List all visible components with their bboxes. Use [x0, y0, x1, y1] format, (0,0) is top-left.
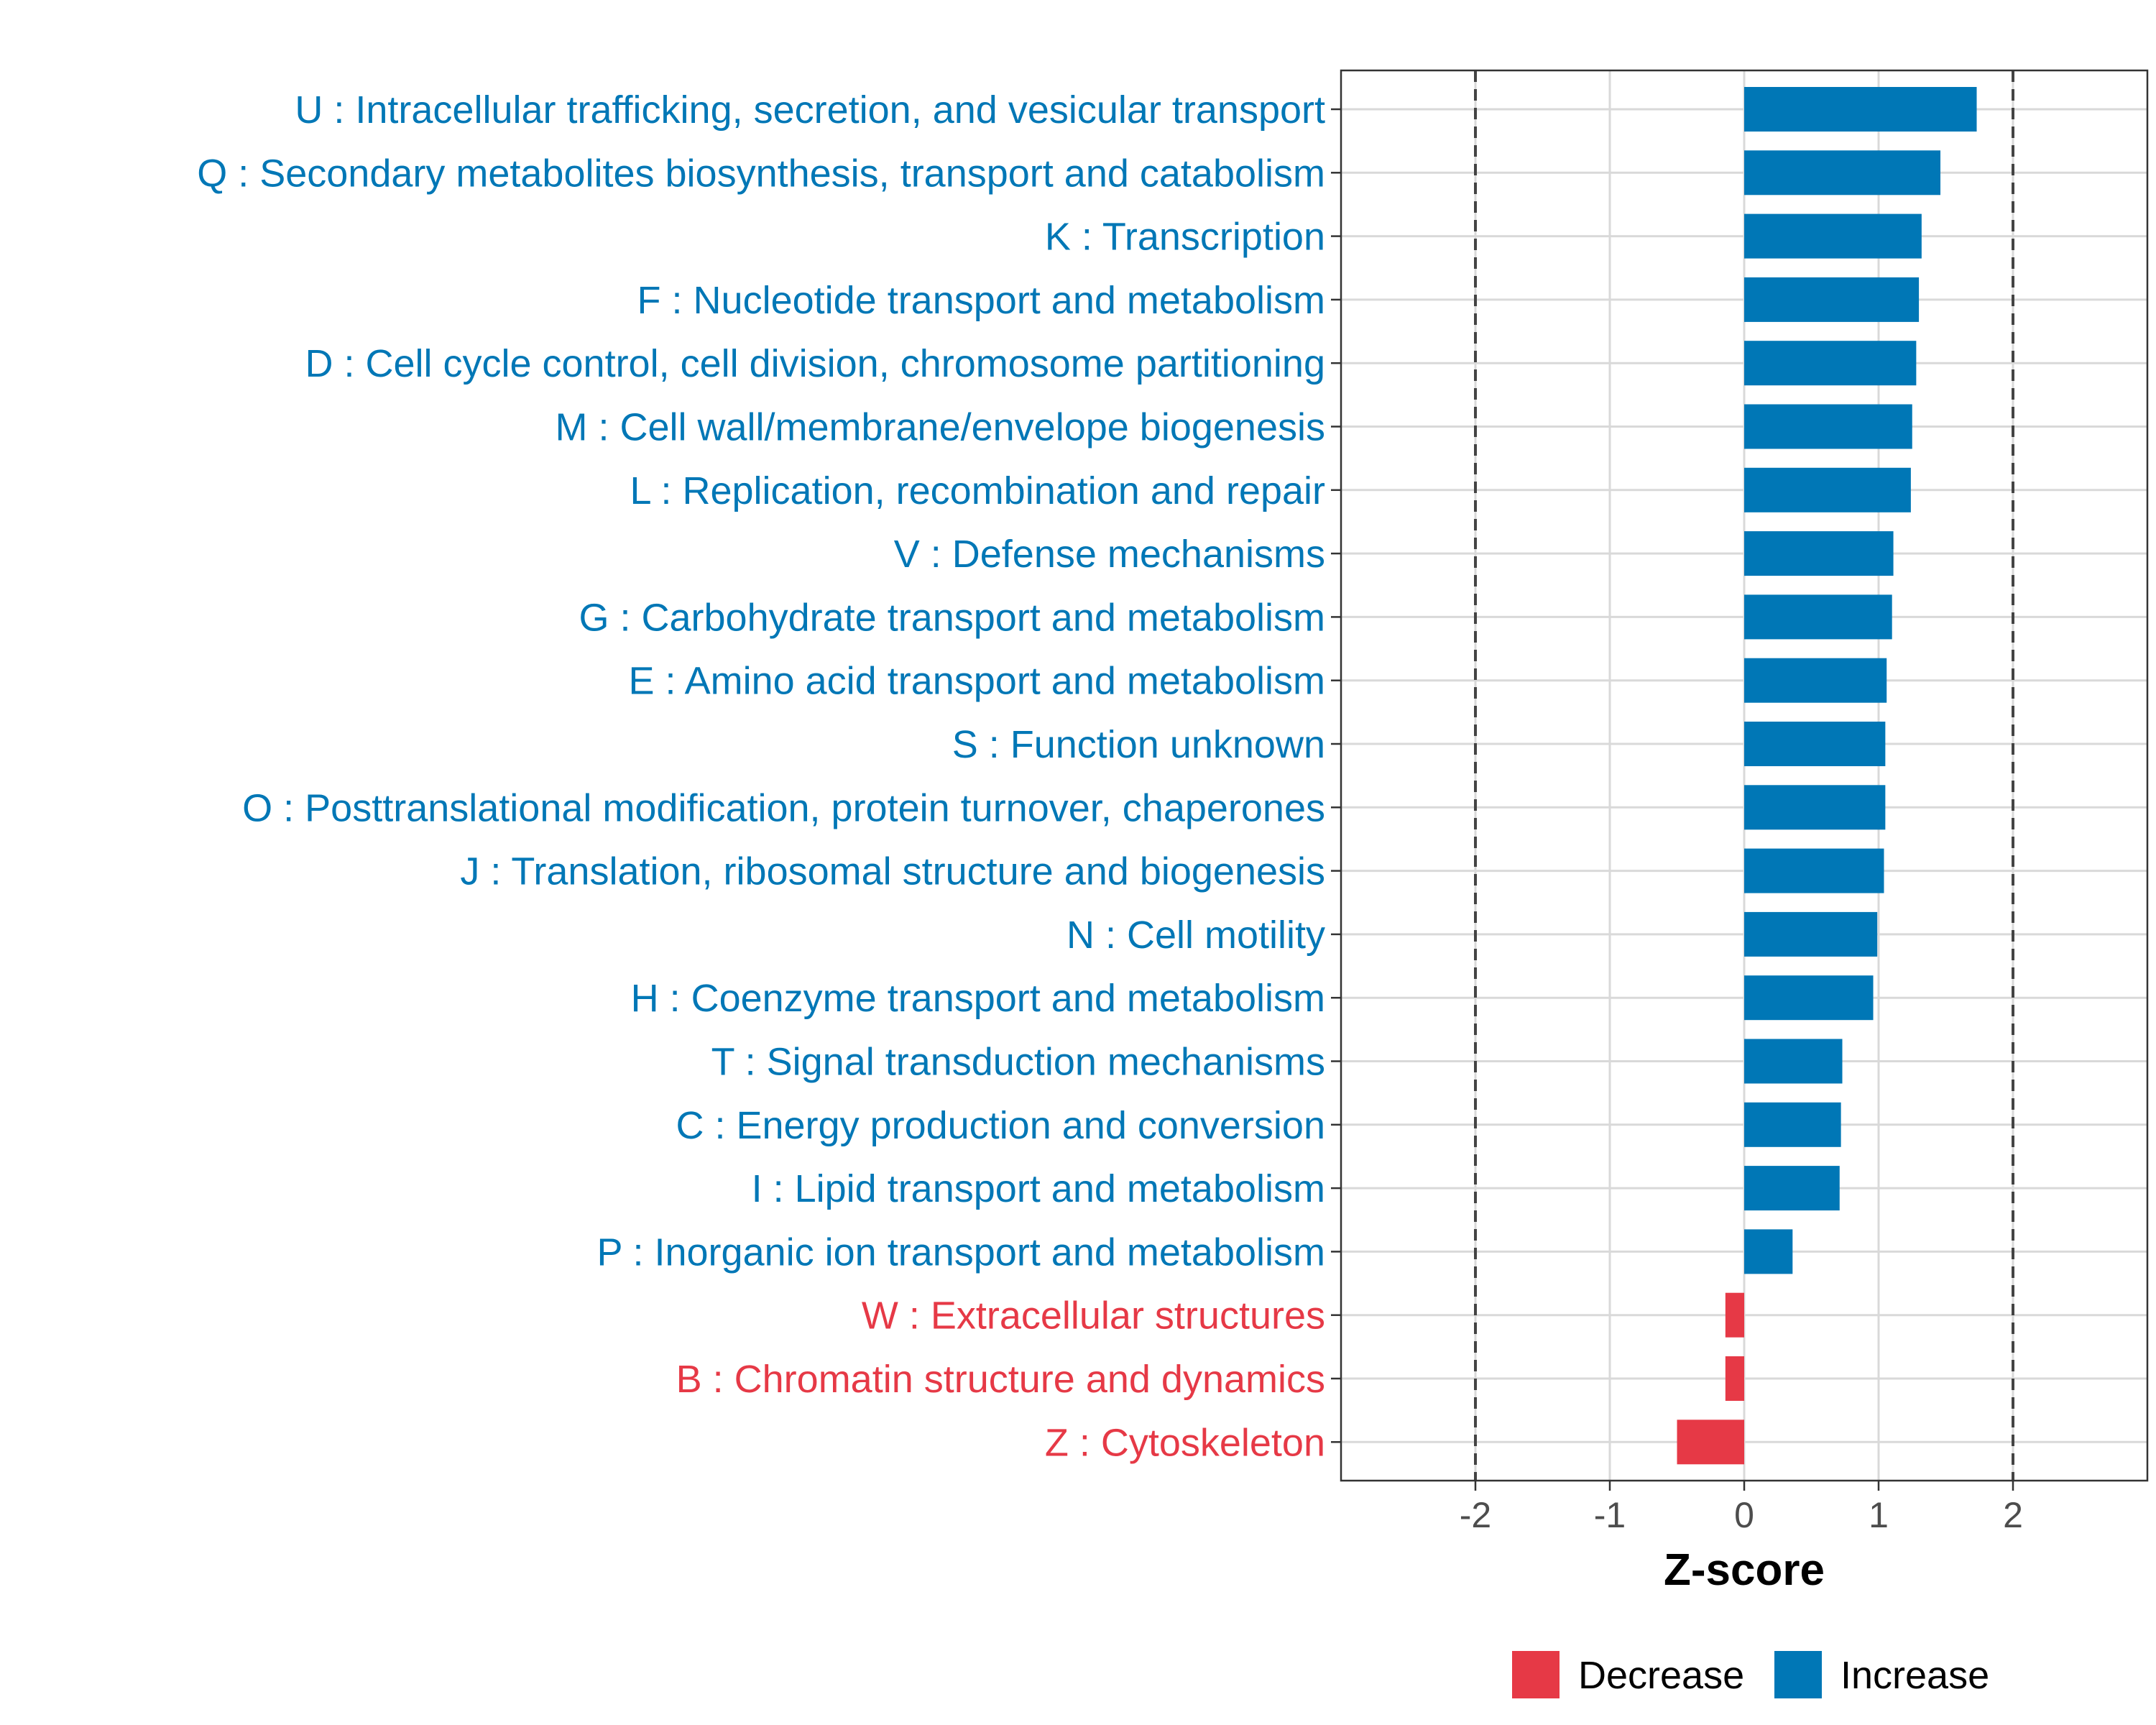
bar [1744, 975, 1874, 1021]
bar [1744, 531, 1894, 576]
category-label: B : Chromatin structure and dynamics [676, 1358, 1325, 1401]
category-label: I : Lipid transport and metabolism [752, 1167, 1325, 1210]
x-tick-label: 1 [1869, 1495, 1889, 1535]
category-label: Z : Cytoskeleton [1045, 1421, 1325, 1464]
bar [1744, 848, 1884, 893]
category-label: L : Replication, recombination and repai… [630, 469, 1325, 512]
reference-lines [1474, 70, 2014, 1481]
bar [1744, 277, 1920, 322]
category-label: H : Coenzyme transport and metabolism [631, 977, 1325, 1020]
bar [1744, 87, 1977, 132]
category-label: S : Function unknown [952, 723, 1325, 766]
bar [1744, 1229, 1793, 1274]
category-label: J : Translation, ribosomal structure and… [460, 850, 1325, 893]
bar [1744, 1102, 1841, 1147]
legend-swatch [1512, 1651, 1560, 1698]
bar [1744, 404, 1912, 449]
legend-swatch [1774, 1651, 1822, 1698]
category-label: N : Cell motility [1067, 914, 1325, 957]
bars [1677, 87, 1977, 1465]
bar [1744, 1166, 1840, 1211]
category-label: F : Nucleotide transport and metabolism [637, 279, 1325, 322]
bar [1744, 658, 1887, 703]
bar [1744, 150, 1941, 196]
x-axis-ticks: -2 -1 0 1 2 [1460, 1481, 2023, 1535]
y-axis-ticks [1331, 108, 1341, 1443]
category-label: T : Signal transduction mechanisms [711, 1041, 1325, 1084]
bar [1725, 1356, 1744, 1401]
bar [1744, 594, 1892, 640]
category-label: D : Cell cycle control, cell division, c… [305, 342, 1325, 385]
legend: Decrease Increase [1512, 1651, 1989, 1698]
legend-label: Decrease [1578, 1654, 1744, 1697]
category-label: P : Inorganic ion transport and metaboli… [596, 1230, 1325, 1274]
bar [1744, 467, 1911, 512]
bar [1744, 341, 1917, 386]
x-axis-title: Z-score [1664, 1545, 1825, 1595]
bar [1744, 213, 1922, 259]
legend-label: Increase [1841, 1654, 1989, 1697]
category-label: W : Extracellular structures [862, 1294, 1325, 1338]
category-label: G : Carbohydrate transport and metabolis… [579, 596, 1326, 639]
category-label: O : Posttranslational modification, prot… [242, 786, 1325, 829]
category-label: U : Intracellular trafficking, secretion… [295, 88, 1325, 132]
bar [1677, 1420, 1744, 1465]
category-label: K : Transcription [1045, 216, 1325, 259]
bar [1725, 1292, 1744, 1338]
bar [1744, 785, 1886, 830]
category-label: Q : Secondary metabolites biosynthesis, … [197, 152, 1325, 195]
bar [1744, 911, 1878, 957]
category-label: E : Amino acid transport and metabolism [629, 660, 1325, 703]
category-label: M : Cell wall/membrane/envelope biogenes… [555, 406, 1325, 449]
bar [1744, 722, 1886, 766]
category-label: C : Energy production and conversion [676, 1104, 1325, 1147]
x-tick-label: 0 [1734, 1495, 1754, 1535]
x-tick-label: 2 [2003, 1495, 2023, 1535]
bar [1744, 1039, 1843, 1084]
category-label: V : Defense mechanisms [894, 533, 1325, 576]
x-tick-label: -1 [1594, 1495, 1626, 1535]
category-labels: U : Intracellular trafficking, secretion… [197, 88, 1325, 1464]
x-tick-label: -2 [1460, 1495, 1491, 1535]
